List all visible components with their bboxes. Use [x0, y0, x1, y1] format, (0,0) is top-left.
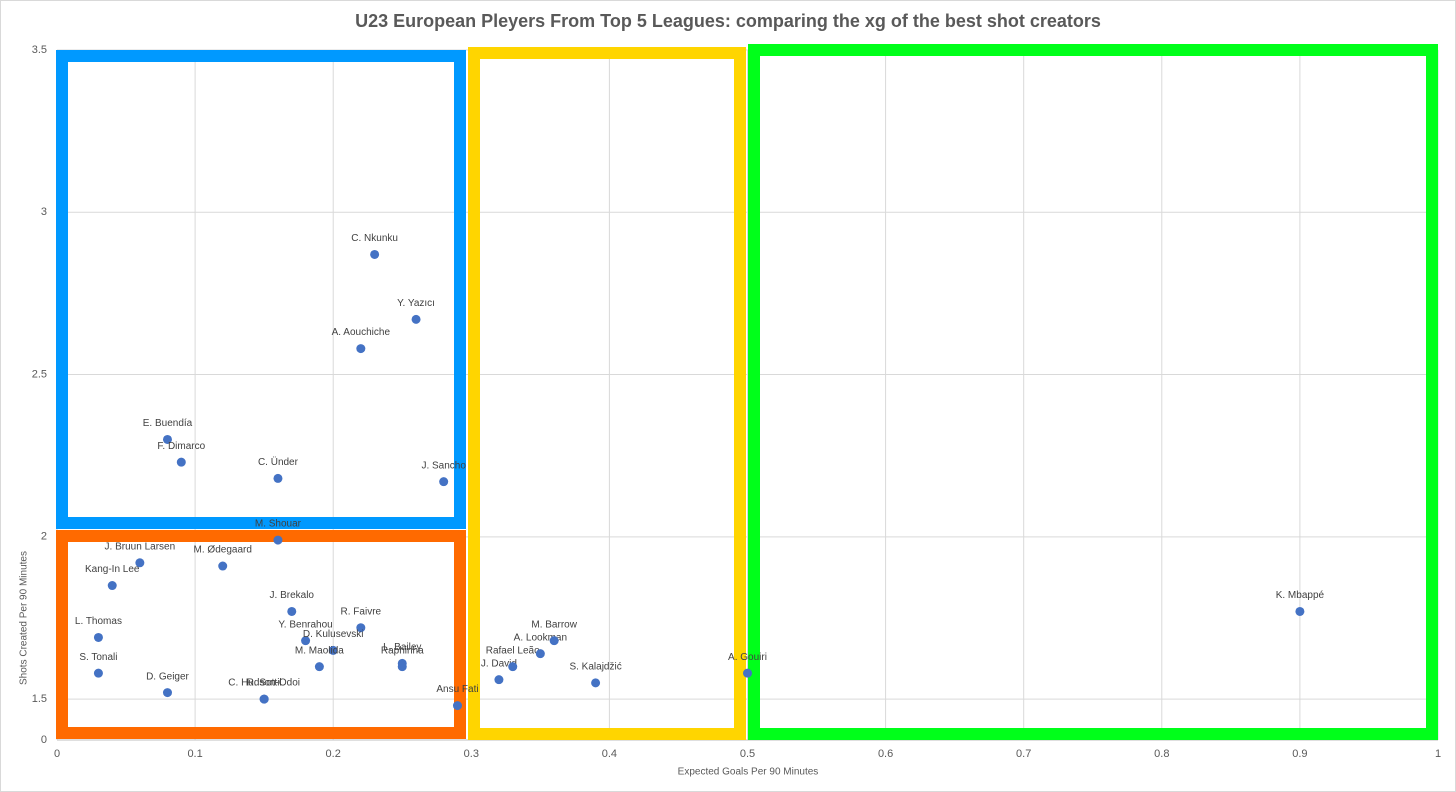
point — [1295, 606, 1305, 616]
point-label: R. Faivre — [341, 606, 382, 617]
point-label: J. Sancho — [421, 460, 466, 471]
y-tick-label: 1.5 — [32, 693, 47, 705]
y-axis-title: Shots Created Per 90 Minutes — [19, 551, 30, 685]
point-label: M. Shouar — [255, 519, 302, 530]
point-label: S. Tonali — [79, 652, 117, 663]
x-tick-label: 0.5 — [740, 748, 755, 760]
point — [93, 668, 103, 678]
point-label: L. Thomas — [75, 616, 122, 627]
point-label: L. Bailey — [383, 642, 421, 653]
point — [135, 558, 145, 568]
point — [176, 457, 186, 467]
x-tick-label: 0.6 — [878, 748, 893, 760]
y-tick-label: 0 — [41, 734, 47, 746]
point-label: C. Ünder — [258, 456, 299, 468]
quadrant-box — [56, 530, 466, 739]
point — [328, 645, 338, 655]
point-label: A. Lookman — [514, 632, 567, 643]
point — [370, 249, 380, 259]
point-label: Kang-In Lee — [85, 564, 140, 575]
point — [397, 662, 407, 672]
point — [107, 581, 117, 591]
point — [439, 477, 449, 487]
y-tick-label: 2.5 — [32, 368, 47, 380]
point-label: J. David — [481, 658, 517, 669]
point-label: J. Brekalo — [270, 590, 315, 601]
x-tick-label: 0.2 — [326, 748, 341, 760]
point-label: M. Maolida — [295, 645, 344, 656]
point-label: M. Barrow — [531, 619, 577, 630]
x-tick-label: 0.4 — [602, 748, 617, 760]
point-label: A. Aouchiche — [332, 327, 391, 338]
x-tick-label: 0.1 — [187, 748, 202, 760]
x-tick-label: 0.9 — [1292, 748, 1307, 760]
point — [356, 344, 366, 354]
point-label: D. Geiger — [146, 671, 189, 682]
point-label: Ansu Fati — [436, 684, 478, 695]
point — [93, 632, 103, 642]
point-label: Y. Benrahou — [278, 619, 332, 630]
point — [591, 678, 601, 688]
point — [162, 688, 172, 698]
point-label: C. Nkunku — [351, 233, 398, 244]
point — [273, 473, 283, 483]
point — [259, 694, 269, 704]
x-axis-title: Expected Goals Per 90 Minutes — [678, 767, 819, 778]
x-tick-label: 0.7 — [1016, 748, 1031, 760]
quadrant-box — [56, 50, 466, 529]
point-label: M. Ødegaard — [194, 545, 252, 556]
point — [162, 434, 172, 444]
point-label: F. Dimarco — [157, 441, 205, 452]
y-tick-label: 3.5 — [32, 44, 47, 56]
point-label: Y. Yazıcı — [397, 298, 435, 309]
point — [743, 668, 752, 678]
x-tick-label: 1 — [1435, 748, 1441, 760]
point — [314, 662, 324, 672]
y-tick-label: 3 — [41, 206, 47, 218]
point — [218, 561, 228, 571]
point — [273, 535, 283, 545]
point-label: R. Sottil — [247, 678, 282, 689]
point-label: Raphinha — [381, 645, 424, 656]
point — [452, 701, 462, 711]
point — [287, 606, 297, 616]
point-label: C. Hudson-Odoi — [228, 678, 300, 689]
point-label: J. Bruun Larsen — [105, 541, 176, 552]
point — [411, 314, 421, 324]
y-tick-label: 2 — [41, 531, 47, 543]
point-label: K. Mbappé — [1276, 590, 1325, 601]
x-tick-label: 0.8 — [1154, 748, 1169, 760]
point-label: E. Buendía — [143, 418, 193, 429]
point — [301, 636, 311, 646]
x-tick-label: 0 — [54, 748, 60, 760]
plot-area: C. Nkunku Y. Yazıcı A. Aouchiche E. Buendía… — [75, 233, 1325, 711]
point-label: D. Kulusevski — [303, 629, 364, 640]
quadrant-box — [748, 44, 1438, 740]
point — [508, 662, 518, 672]
chart-title: U23 European Pleyers From Top 5 Leagues:… — [355, 11, 1101, 31]
point-label: S. Kalajdžić — [569, 662, 621, 673]
x-tick-label: 0.3 — [464, 748, 479, 760]
point — [494, 675, 504, 685]
point — [549, 636, 559, 646]
point-label: A. Gouiri — [728, 652, 767, 663]
point — [535, 649, 545, 659]
point-label: Rafael Leão — [486, 645, 540, 656]
point — [356, 623, 366, 633]
quadrant-box — [468, 47, 746, 740]
